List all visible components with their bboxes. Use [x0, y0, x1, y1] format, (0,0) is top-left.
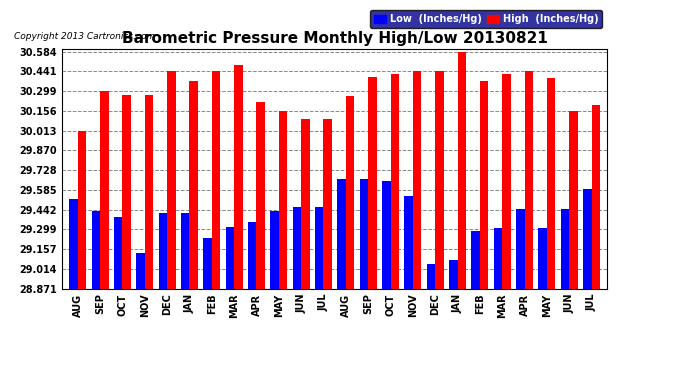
Bar: [293, 207, 301, 289]
Bar: [583, 189, 591, 289]
Bar: [257, 102, 265, 289]
Bar: [159, 213, 167, 289]
Bar: [92, 211, 100, 289]
Bar: [212, 71, 220, 289]
Bar: [69, 199, 78, 289]
Bar: [413, 71, 422, 289]
Bar: [346, 96, 354, 289]
Bar: [145, 95, 153, 289]
Bar: [359, 180, 368, 289]
Bar: [516, 209, 524, 289]
Bar: [435, 71, 444, 289]
Text: Copyright 2013 Cartronics.com: Copyright 2013 Cartronics.com: [14, 32, 155, 41]
Bar: [494, 228, 502, 289]
Bar: [167, 71, 175, 289]
Bar: [100, 91, 108, 289]
Bar: [524, 71, 533, 289]
Bar: [502, 74, 511, 289]
Bar: [404, 196, 413, 289]
Bar: [181, 213, 190, 289]
Bar: [449, 260, 457, 289]
Bar: [337, 180, 346, 289]
Bar: [114, 217, 122, 289]
Bar: [471, 231, 480, 289]
Bar: [190, 81, 198, 289]
Bar: [426, 264, 435, 289]
Bar: [301, 119, 310, 289]
Bar: [569, 111, 578, 289]
Bar: [561, 209, 569, 289]
Bar: [324, 119, 332, 289]
Bar: [248, 222, 257, 289]
Bar: [136, 253, 145, 289]
Bar: [204, 238, 212, 289]
Bar: [547, 78, 555, 289]
Legend: Low  (Inches/Hg), High  (Inches/Hg): Low (Inches/Hg), High (Inches/Hg): [370, 10, 602, 28]
Bar: [226, 226, 234, 289]
Title: Barometric Pressure Monthly High/Low 20130821: Barometric Pressure Monthly High/Low 201…: [121, 31, 548, 46]
Bar: [538, 228, 547, 289]
Bar: [279, 111, 287, 289]
Bar: [591, 105, 600, 289]
Bar: [391, 74, 399, 289]
Bar: [234, 64, 243, 289]
Bar: [270, 211, 279, 289]
Bar: [457, 51, 466, 289]
Bar: [315, 207, 324, 289]
Bar: [382, 181, 391, 289]
Bar: [480, 81, 489, 289]
Bar: [78, 130, 86, 289]
Bar: [122, 95, 131, 289]
Bar: [368, 77, 377, 289]
